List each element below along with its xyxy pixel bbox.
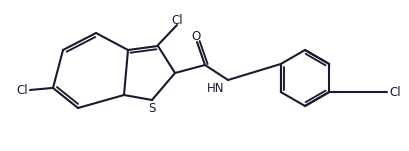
Text: O: O bbox=[191, 31, 201, 43]
Text: HN: HN bbox=[207, 82, 225, 95]
Text: Cl: Cl bbox=[16, 84, 28, 96]
Text: Cl: Cl bbox=[171, 13, 183, 26]
Text: S: S bbox=[148, 101, 156, 114]
Text: Cl: Cl bbox=[389, 85, 401, 98]
